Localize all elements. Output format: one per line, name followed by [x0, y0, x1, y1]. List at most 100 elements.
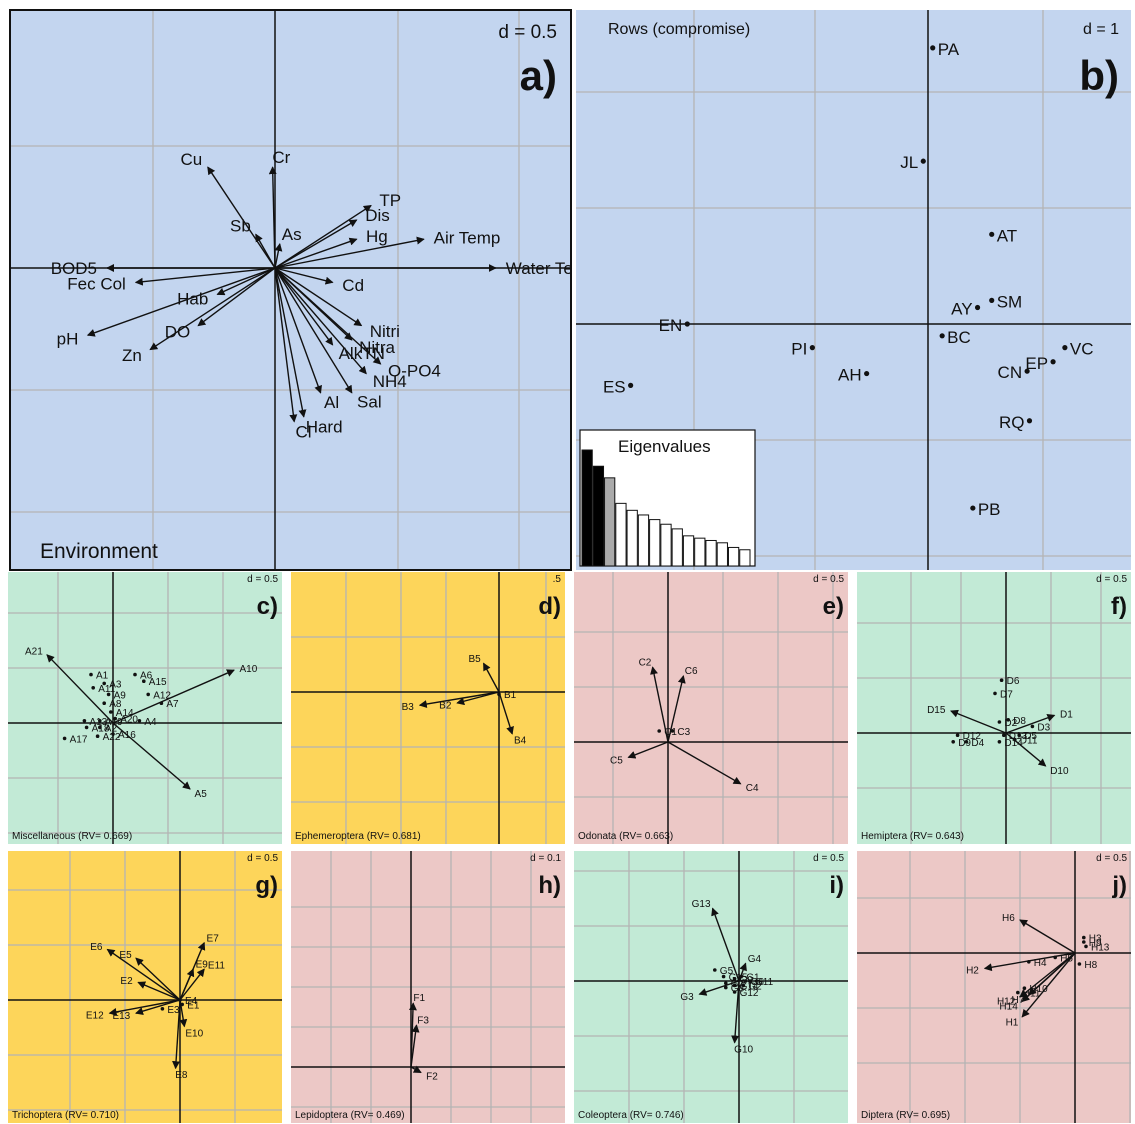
arrow-label-E9: E9 [196, 960, 209, 971]
panel-caption: Environment [40, 540, 158, 563]
point-ES [628, 382, 634, 388]
eigenvalue-bar [671, 528, 683, 567]
point-label-A20: A20 [120, 715, 138, 726]
point-label-H13: H13 [1091, 942, 1110, 953]
arrow-pH [86, 267, 276, 337]
point-label-H10: H10 [1029, 984, 1048, 995]
scale-label: d = 0.5 [1096, 574, 1127, 585]
point-label-A19: A19 [105, 717, 123, 728]
point-label-G5: G5 [720, 966, 734, 977]
point-label-A6: A6 [140, 671, 153, 682]
arrow-label-E5: E5 [119, 950, 132, 961]
point-G6 [743, 979, 748, 983]
point-D3 [1030, 724, 1035, 729]
point-VC [1062, 345, 1068, 351]
point-A13 [82, 719, 87, 723]
panel-d-background [291, 572, 565, 844]
point-label-D6: D6 [1007, 676, 1020, 687]
point-AH [864, 370, 870, 377]
arrow-Cd [274, 267, 334, 285]
arrow-F1 [408, 1002, 417, 1068]
point-PI [809, 345, 815, 351]
point-label-A14: A14 [116, 708, 134, 719]
point-D13 [1002, 733, 1006, 737]
arrow-label-Sal: Sal [357, 392, 382, 411]
point-A12 [146, 692, 150, 697]
eigenvalue-bar [727, 546, 740, 567]
point-G1 [739, 974, 743, 979]
arrow-D10 [1005, 732, 1047, 767]
arrow-label-H7: H7 [1012, 995, 1025, 1006]
point-label-C3: C3 [677, 727, 690, 738]
panel-a-background [10, 10, 571, 570]
scale-label: d = 1 [1083, 21, 1119, 38]
point-label-A7: A7 [166, 699, 179, 710]
arrow-label-D10: D10 [1050, 766, 1069, 777]
point-JL [920, 158, 926, 164]
point-AY [974, 304, 981, 311]
arrow-label-C6: C6 [685, 666, 698, 677]
arrow-label-F3: F3 [417, 1015, 429, 1026]
arrow-label-E11: E11 [208, 960, 225, 971]
eigenvalue-bar [705, 539, 717, 567]
point-H9 [1082, 940, 1086, 944]
eigenvalue-bar [716, 542, 728, 567]
point-label-A9: A9 [114, 690, 127, 701]
panel-letter: a) [520, 52, 557, 99]
panel-title: Miscellaneous (RV= 0.669) [12, 831, 132, 842]
arrow-E5 [135, 957, 181, 1001]
point-label-CN: CN [998, 363, 1023, 382]
arrow-label-D15: D15 [927, 705, 946, 716]
point-label-PI: PI [791, 340, 807, 359]
eigenvalue-bar [649, 519, 661, 567]
arrow-G3 [698, 980, 740, 996]
arrow-B2 [456, 691, 500, 706]
arrow-label-Hab: Hab [177, 290, 208, 309]
point-A7 [159, 701, 164, 705]
arrow-AlkTN [274, 267, 334, 346]
point-A17 [62, 736, 67, 741]
scale-label: d = 0.1 [530, 853, 561, 864]
point-H10 [1022, 986, 1027, 990]
panel-letter: g) [255, 872, 278, 899]
arrow-label-pH: pH [57, 330, 79, 349]
point-H13 [1084, 944, 1088, 949]
point-G12 [732, 990, 737, 994]
point-AT [989, 231, 995, 237]
arrow-label-E7: E7 [207, 933, 220, 944]
arrow-label-C2: C2 [639, 657, 652, 668]
arrow-G13 [711, 907, 740, 982]
arrow-C2 [650, 666, 669, 743]
arrow-label-Water Temp: Water Temp [506, 259, 597, 278]
panel-title: Coleoptera (RV= 0.746) [578, 1110, 684, 1121]
scale-label: d = 0.5 [813, 853, 844, 864]
point-label-A17: A17 [70, 734, 88, 745]
arrow-label-O-PO4: O-PO4 [388, 362, 441, 381]
point-E1 [180, 1002, 184, 1007]
point-EP [1050, 359, 1056, 365]
arrow-label-E2: E2 [120, 976, 133, 987]
arrow-label-Sb: Sb [230, 217, 251, 236]
arrow-A10 [112, 669, 235, 724]
arrow-E13 [135, 999, 181, 1016]
point-label-E3: E3 [167, 1005, 180, 1016]
point-label-A16: A16 [118, 730, 136, 741]
point-D7 [993, 691, 997, 696]
point-A6 [133, 672, 137, 677]
arrow-label-A21: A21 [25, 646, 43, 657]
point-label-G8: G8 [731, 984, 745, 995]
eigenvalue-bar [581, 449, 593, 567]
arrow-label-TP: TP [379, 191, 401, 210]
arrow-label-A5: A5 [195, 789, 208, 800]
point-label-D12: D12 [963, 731, 982, 742]
arrow-label-G3: G3 [680, 992, 694, 1003]
point-label-A13: A13 [89, 717, 107, 728]
eigenvalue-bar [682, 535, 695, 567]
arrow-label-H2: H2 [966, 965, 979, 976]
arrow-E9 [179, 968, 195, 1001]
arrow-label-Dis: Dis [365, 206, 390, 225]
